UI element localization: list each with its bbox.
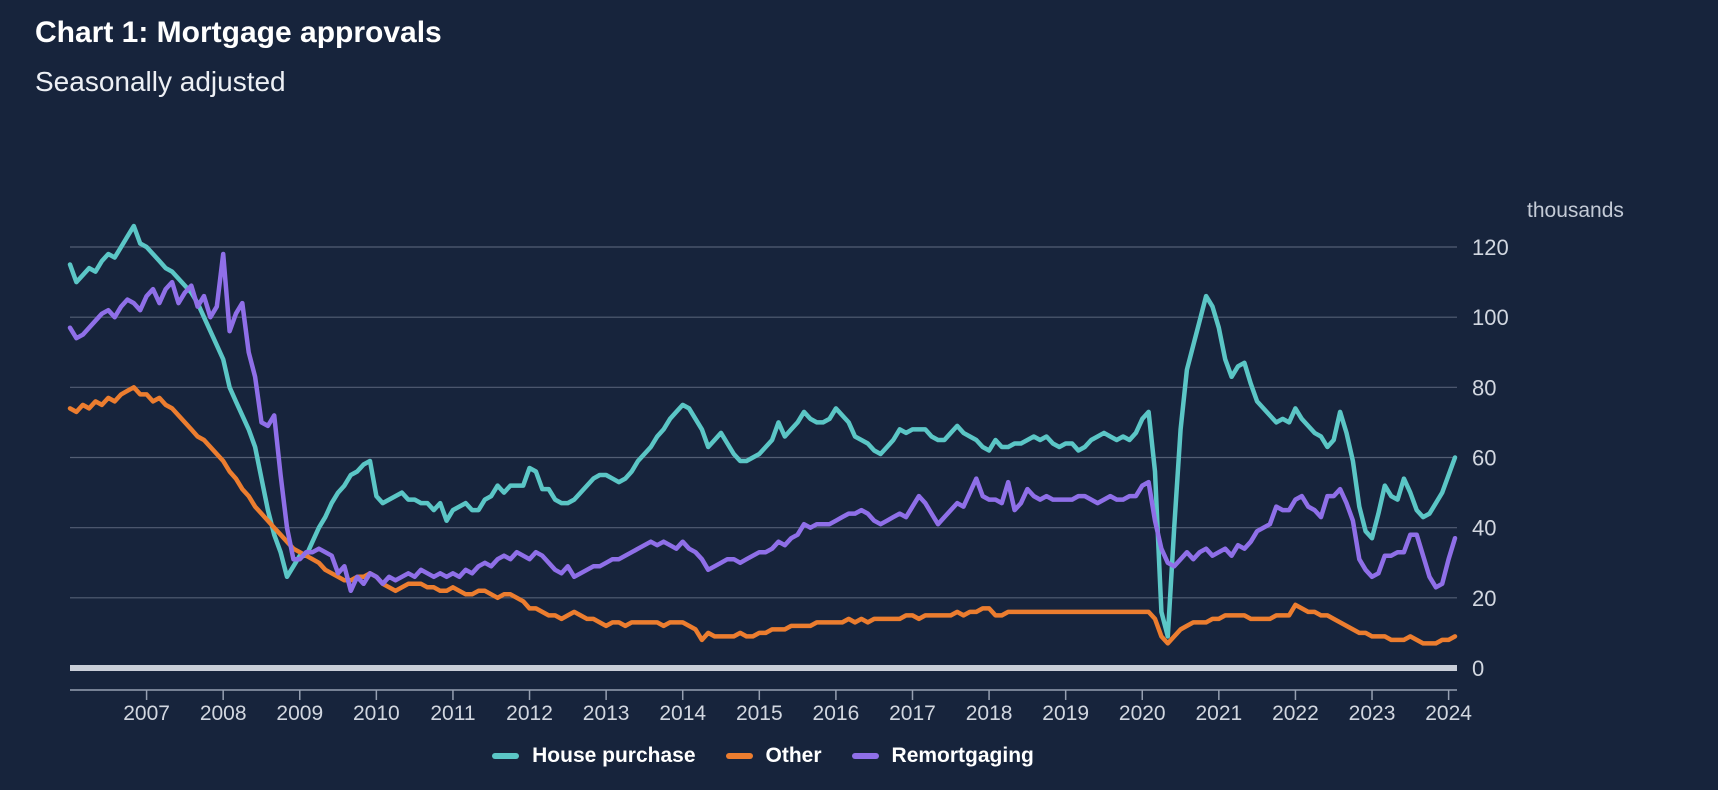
x-tick-label: 2012 bbox=[506, 702, 553, 725]
x-tick-label: 2011 bbox=[430, 702, 475, 725]
y-tick-label: 40 bbox=[1472, 516, 1496, 541]
chart-legend: House purchase Other Remortgaging bbox=[70, 744, 1456, 768]
x-tick-label: 2013 bbox=[583, 702, 630, 725]
y-tick-label: 60 bbox=[1472, 446, 1496, 471]
y-axis-unit-label: thousands bbox=[1527, 199, 1624, 222]
x-tick-label: 2015 bbox=[736, 702, 783, 725]
legend-label: Other bbox=[765, 744, 822, 767]
y-tick-label: 120 bbox=[1472, 235, 1509, 260]
x-tick-label: 2022 bbox=[1272, 702, 1319, 725]
x-tick-label: 2010 bbox=[353, 702, 400, 725]
series-line-other bbox=[67, 385, 1458, 646]
y-tick-label: 20 bbox=[1472, 586, 1496, 611]
x-tick-label: 2008 bbox=[200, 702, 247, 725]
legend-label: Remortgaging bbox=[891, 744, 1034, 767]
legend-item-other: Other bbox=[725, 744, 822, 768]
x-tick-label: 2020 bbox=[1119, 702, 1166, 725]
x-tick-label: 2009 bbox=[276, 702, 323, 725]
y-tick-label: 100 bbox=[1472, 305, 1509, 330]
y-tick-label: 80 bbox=[1472, 375, 1496, 400]
y-tick-label: 0 bbox=[1472, 656, 1484, 681]
house-purchase-swatch-icon bbox=[492, 753, 520, 759]
other-swatch-icon bbox=[725, 753, 753, 759]
x-tick-label: 2018 bbox=[966, 702, 1013, 725]
x-tick-label: 2024 bbox=[1425, 702, 1472, 725]
chart-subtitle: Seasonally adjusted bbox=[35, 66, 286, 97]
x-tick-label: 2007 bbox=[123, 702, 170, 725]
x-tick-label: 2019 bbox=[1042, 702, 1089, 725]
x-tick-label: 2017 bbox=[889, 702, 936, 725]
x-tick-label: 2023 bbox=[1349, 702, 1396, 725]
legend-item-house-purchase: House purchase bbox=[492, 744, 696, 768]
series-line-remortgaging bbox=[67, 251, 1458, 594]
x-tick-label: 2016 bbox=[813, 702, 860, 725]
remortgaging-swatch-icon bbox=[851, 753, 879, 759]
x-tick-label: 2021 bbox=[1195, 702, 1242, 725]
x-tick-label: 2014 bbox=[659, 702, 706, 725]
legend-item-remortgaging: Remortgaging bbox=[851, 744, 1034, 768]
chart-title: Chart 1: Mortgage approvals bbox=[35, 16, 442, 49]
legend-label: House purchase bbox=[532, 744, 696, 767]
